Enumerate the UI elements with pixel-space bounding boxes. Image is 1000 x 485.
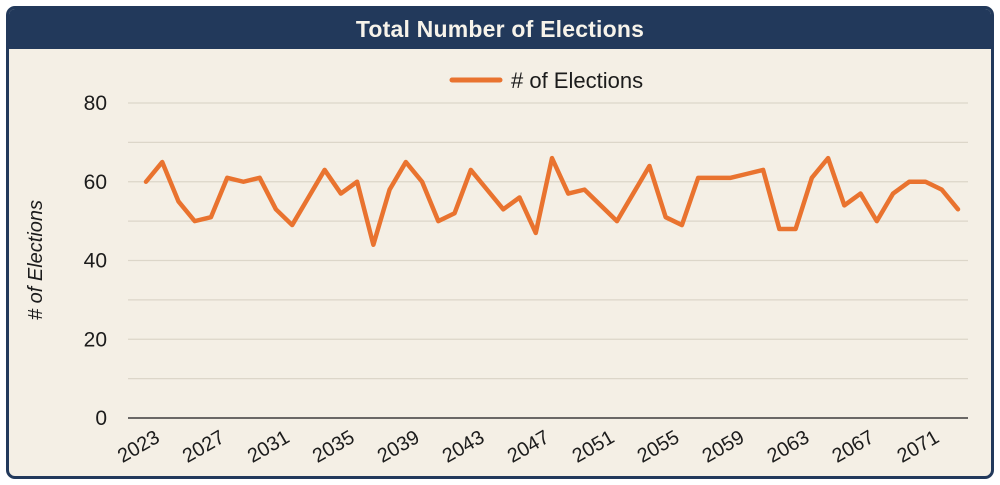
chart-card: Total Number of Elections: [6, 6, 994, 479]
chart-header: Total Number of Elections: [9, 9, 991, 49]
chart-title: Total Number of Elections: [355, 15, 645, 42]
